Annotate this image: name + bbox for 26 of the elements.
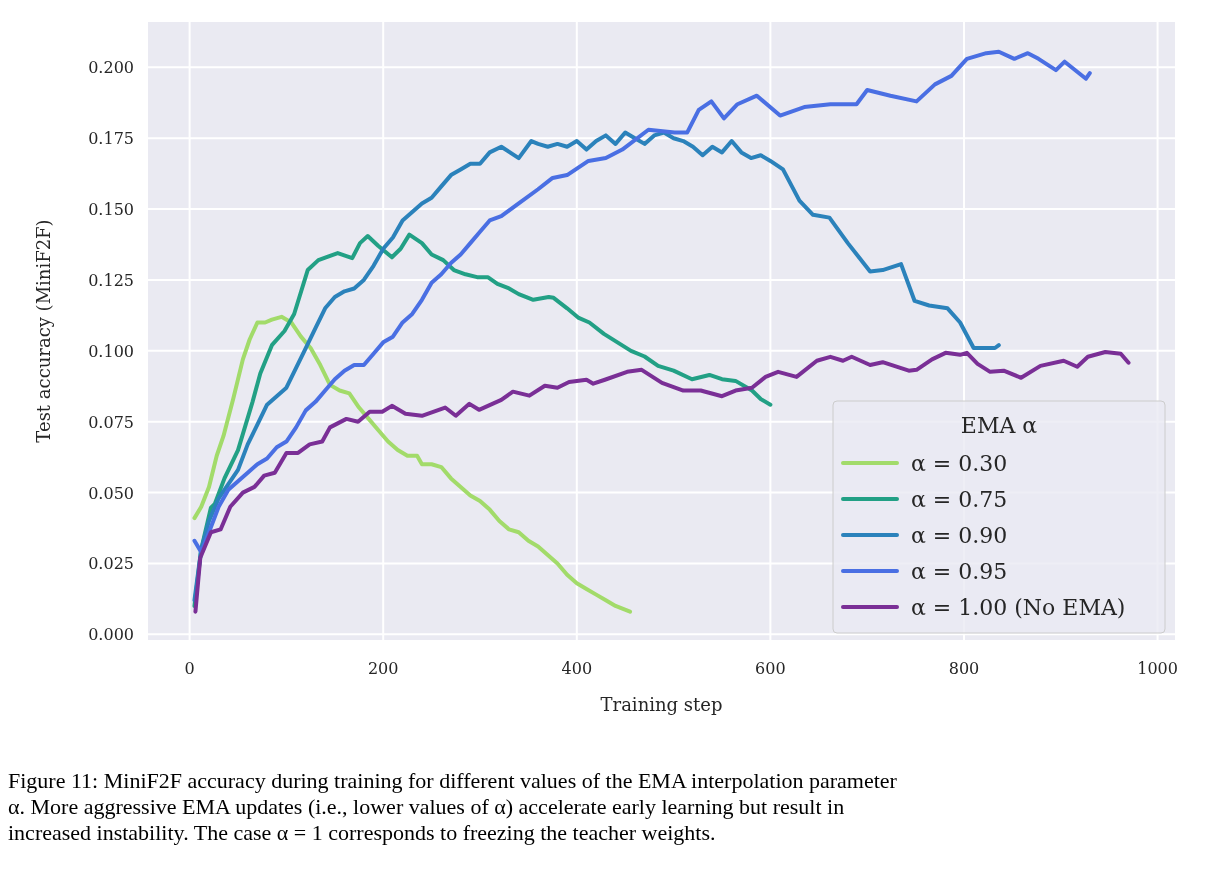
legend-label: α = 0.30 <box>911 451 1008 476</box>
y-tick-label: 0.175 <box>88 129 134 149</box>
x-tick-label: 1000 <box>1137 659 1178 678</box>
y-tick-label: 0.075 <box>88 412 134 432</box>
x-axis-title: Training step <box>600 694 723 715</box>
y-tick-label: 0.000 <box>88 625 134 645</box>
x-tick-label: 0 <box>184 659 195 678</box>
x-tick-label: 400 <box>561 659 593 678</box>
line-series <box>192 49 1092 555</box>
y-tick-label: 0.100 <box>88 341 134 361</box>
y-tick-label: 0.125 <box>88 270 134 290</box>
y-tick-label: 0.025 <box>88 554 134 574</box>
x-tick-label: 800 <box>948 659 980 678</box>
y-tick-label: 0.050 <box>88 483 134 503</box>
x-tick-label: 200 <box>367 659 399 678</box>
line-series <box>192 314 633 614</box>
legend-label: α = 0.75 <box>911 487 1008 512</box>
legend-title: EMA α <box>960 413 1038 438</box>
x-tick-label: 600 <box>755 659 786 678</box>
y-tick-label: 0.150 <box>88 200 134 220</box>
legend-label: α = 0.95 <box>911 559 1008 584</box>
legend-label: α = 1.00 (No EMA) <box>911 595 1126 620</box>
legend-label: α = 0.90 <box>911 523 1008 548</box>
caption: Figure 11: MiniF2F accuracy during training for different values of the EMA interpolation parameter α. More aggressive EMA updates (i.e., lower values of α) accelerate early learning but result in increased instability. The case α = 1 corresponds to freezing the teacher weights. <box>8 768 898 845</box>
y-tick-label: 0.200 <box>88 58 134 78</box>
y-axis-title: Test accuracy (MiniF2F) <box>33 219 54 443</box>
